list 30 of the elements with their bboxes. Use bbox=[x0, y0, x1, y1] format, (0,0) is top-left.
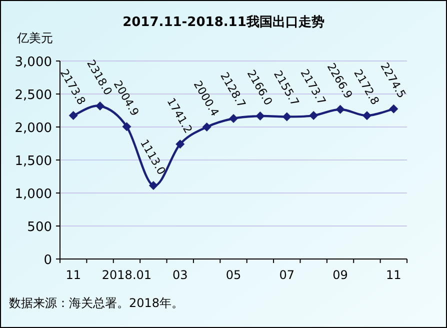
point bbox=[148, 181, 158, 190]
y-tick-label: 500 bbox=[27, 220, 52, 235]
y-tick-label: 1,500 bbox=[14, 154, 52, 169]
point bbox=[309, 111, 318, 120]
y-tick-label: 1,000 bbox=[14, 187, 52, 202]
x-tick-label: 2018.01 bbox=[102, 268, 152, 282]
point bbox=[202, 122, 212, 132]
point bbox=[256, 112, 265, 121]
x-tick-label: 07 bbox=[279, 268, 295, 282]
source-note: 数据来源：海关总署。2018年。 bbox=[9, 296, 184, 310]
x-tick-label: 09 bbox=[332, 268, 348, 282]
y-axis-title: 亿美元 bbox=[16, 31, 53, 45]
y-tick-label: 0 bbox=[44, 253, 52, 268]
point bbox=[389, 104, 398, 114]
point bbox=[122, 122, 132, 132]
point bbox=[96, 102, 105, 111]
point bbox=[362, 111, 372, 120]
point bbox=[176, 140, 185, 149]
point bbox=[336, 104, 345, 114]
point bbox=[68, 111, 78, 120]
y-tick-label: 2,500 bbox=[14, 88, 52, 103]
x-tick-label: 11 bbox=[386, 268, 402, 282]
x-tick-label: 11 bbox=[66, 268, 81, 282]
x-tick-label: 05 bbox=[226, 268, 242, 282]
y-tick-label: 2,000 bbox=[14, 121, 52, 136]
x-tick-label: 03 bbox=[172, 268, 188, 282]
point bbox=[282, 112, 292, 122]
point bbox=[229, 114, 238, 124]
chart-title: 2017.11-2018.11我国出口走势 bbox=[122, 14, 324, 30]
y-tick-label: 3,000 bbox=[14, 55, 52, 70]
